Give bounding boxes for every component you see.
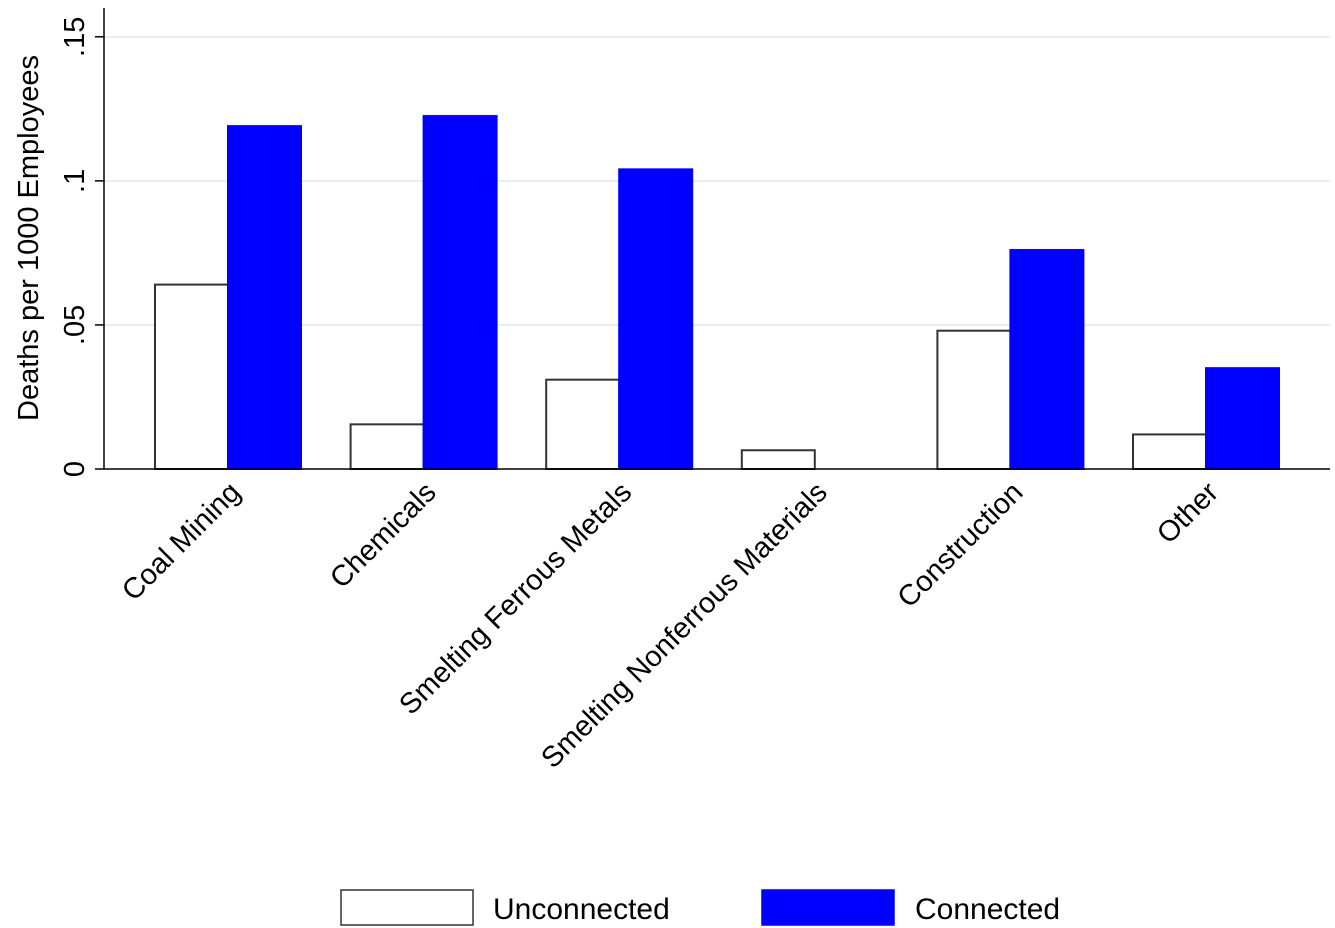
bar-unconnected-3 (740, 449, 816, 471)
legend-label-unconnected: Unconnected (493, 893, 670, 926)
legend-swatch-connected (761, 889, 895, 926)
bar-connected-0 (227, 125, 302, 470)
x-tick-label: Construction (892, 476, 1030, 614)
y-axis-label: Deaths per 1000 Employees (13, 55, 45, 421)
y-tick-label: .1 (59, 169, 91, 193)
bar-unconnected-5 (1132, 433, 1207, 470)
axes (95, 8, 1330, 470)
y-tick-label: .15 (59, 17, 91, 57)
bar-connected-4 (1009, 249, 1085, 470)
legend-swatch-unconnected (340, 889, 474, 926)
x-tick-label: Smelting Ferrous Metals (393, 476, 638, 721)
bar-connected-5 (1205, 367, 1280, 470)
legend: Unconnected Connected (340, 889, 1060, 926)
x-tick-label: Other (1151, 476, 1225, 550)
bar-unconnected-0 (154, 283, 229, 470)
bar-connected-2 (618, 168, 694, 470)
bar-connected-1 (422, 115, 498, 470)
y-tick-label: 0 (59, 461, 91, 477)
bars (154, 115, 1280, 471)
x-tick-label: Coal Mining (116, 476, 247, 607)
y-tick-label: .05 (59, 305, 91, 345)
bar-unconnected-1 (349, 423, 425, 471)
bar-unconnected-4 (936, 329, 1012, 471)
x-tick-label: Chemicals (324, 476, 442, 594)
gridlines (104, 35, 1330, 326)
bar-unconnected-2 (545, 378, 621, 470)
y-tick-labels: 0 .05 .1 .15 (59, 17, 91, 477)
legend-label-connected: Connected (915, 893, 1060, 926)
